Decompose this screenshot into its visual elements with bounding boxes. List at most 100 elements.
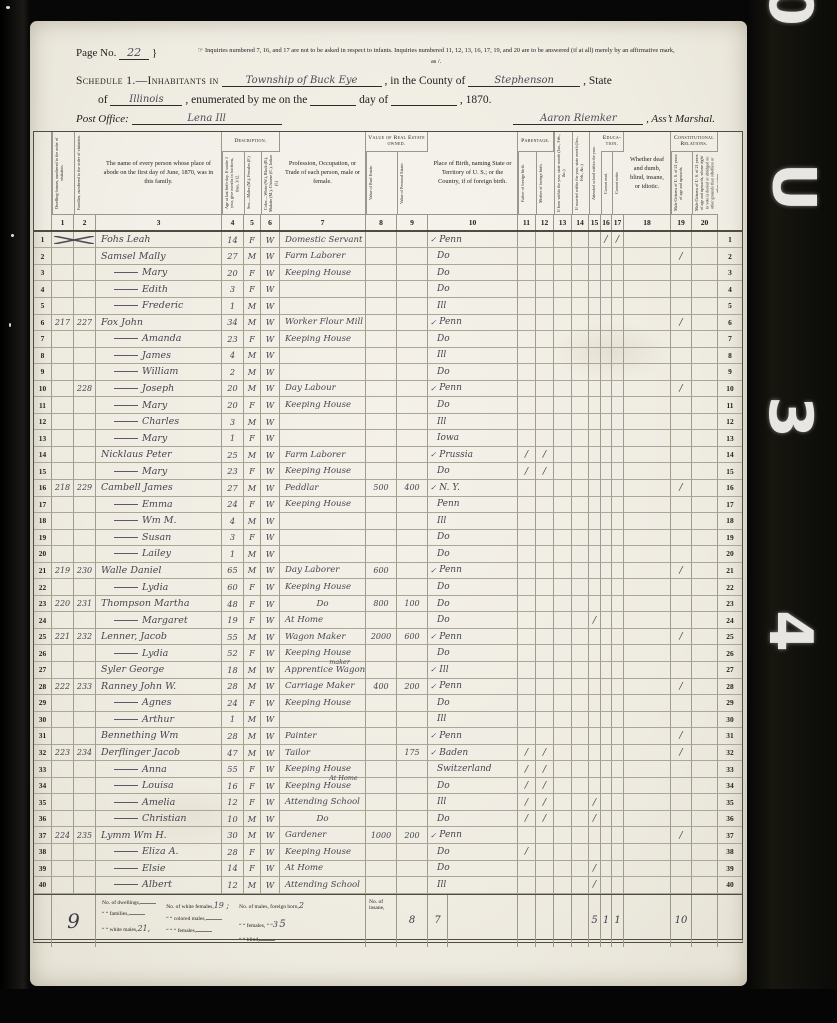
cell-attended-school [589, 380, 601, 398]
cell-real-estate-value: 800 [366, 595, 397, 613]
summary-label: No. of dwellings, [102, 899, 141, 906]
row-number-left: 13 [34, 430, 52, 447]
cell-vote-denied [692, 810, 718, 828]
cell-mother-foreign [536, 529, 554, 547]
cell-age: 23 [222, 331, 244, 348]
cell-name: Margaret [96, 612, 222, 629]
cell-personal-estate-value: 200 [397, 678, 428, 696]
cell-attended-school [589, 281, 601, 298]
cell-occupation [280, 546, 366, 563]
cell-color: W [261, 413, 280, 431]
cell-vote-denied [692, 645, 718, 662]
ditto-dash [114, 520, 138, 522]
column-header-1: Dwelling-houses, numbered in the order o… [52, 131, 74, 214]
cell-born-month [554, 877, 572, 894]
name-text: Amanda [142, 333, 182, 345]
cell-family-number [74, 860, 96, 878]
cell-male-citizen [671, 860, 692, 878]
column-number-9: 9 [397, 213, 428, 230]
cell-vote-denied [692, 628, 718, 646]
cell-mother-foreign [536, 678, 554, 696]
row-number-left: 25 [34, 628, 52, 646]
cell-sex: F [244, 794, 261, 811]
cell-sex: M [244, 364, 261, 381]
footer-cell [624, 894, 671, 947]
cell-married-month [572, 463, 589, 480]
film-right-margin: 0 U 3 4 [745, 0, 837, 1023]
cell-attended-school [589, 628, 601, 646]
row-number-left: 14 [34, 446, 52, 464]
summary-blank [140, 902, 157, 904]
tally-male-citizens: 10 [671, 894, 692, 947]
cell-married-month [572, 877, 589, 894]
cell-male-citizen [671, 645, 692, 662]
cell-name: Lailey [96, 546, 222, 563]
schedule-title: Schedule 1.—Inhabitants in [76, 74, 219, 87]
cell-real-estate-value [366, 728, 397, 745]
cell-cannot-write [612, 744, 624, 762]
cell-mother-foreign: / [536, 810, 554, 828]
cell-vote-denied [692, 446, 718, 464]
cell-name: Joseph [96, 380, 222, 398]
footer-summary-text: No. of dwellings, “ “ families, “ “ whit… [96, 894, 366, 947]
cell-cannot-read [601, 562, 612, 580]
cell-born-month [554, 844, 572, 861]
cell-name: Arthur [96, 711, 222, 729]
cell-attended-school [589, 645, 601, 662]
cell-vote-denied [692, 761, 718, 778]
cell-age: 4 [222, 513, 244, 530]
cell-born-month [554, 695, 572, 712]
cell-father-foreign [518, 264, 536, 282]
cell-male-citizen [671, 695, 692, 712]
cell-father-foreign [518, 331, 536, 348]
row-number-right: 23 [718, 596, 742, 613]
cell-sex: M [244, 248, 261, 265]
cell-deaf-dumb-blind [624, 546, 671, 563]
cell-age: 28 [222, 728, 244, 745]
cell-vote-denied [692, 877, 718, 894]
cell-birthplace: Ill [428, 877, 518, 894]
name-text: Nicklaus Peter [101, 449, 172, 461]
cell-born-month [554, 248, 572, 265]
cell-name: Christian [96, 810, 222, 828]
name-text: Frederic [142, 300, 184, 312]
column-header-10: Place of Birth, naming State or Territor… [428, 131, 518, 214]
cell-attended-school: / [589, 860, 601, 878]
cell-real-estate-value: 600 [366, 562, 397, 580]
cell-color: W [261, 711, 280, 729]
cell-vote-denied [692, 678, 718, 696]
cell-personal-estate-value [397, 413, 428, 431]
occupation-note: maker [329, 658, 350, 666]
check-mark: ✓ [430, 830, 437, 840]
cell-dwelling-number [52, 529, 74, 547]
table-summary-footer: 9 No. of dwellings, “ “ families, “ “ wh… [33, 893, 743, 947]
cell-mother-foreign [536, 479, 554, 497]
cell-deaf-dumb-blind [624, 744, 671, 762]
cell-male-citizen: / [671, 628, 692, 646]
birthplace-text: Ill [437, 300, 447, 311]
cell-real-estate-value [366, 744, 397, 762]
birthplace-text: Ill [437, 797, 447, 808]
cell-color: W [261, 397, 280, 414]
cell-color: W [261, 777, 280, 795]
name-text: Mary [142, 432, 168, 444]
cell-color: W [261, 331, 280, 348]
cell-name: Agnes [96, 695, 222, 712]
check-mark: ✓ [430, 483, 437, 493]
row-number-right: 33 [718, 761, 742, 778]
cell-male-citizen [671, 463, 692, 480]
cell-male-citizen: / [671, 248, 692, 265]
cell-deaf-dumb-blind [624, 513, 671, 530]
cell-age: 24 [222, 695, 244, 712]
name-text: Agnes [142, 697, 172, 709]
cell-married-month [572, 281, 589, 298]
cell-attended-school [589, 711, 601, 729]
cell-real-estate-value [366, 662, 397, 679]
cell-family-number [74, 446, 96, 464]
cell-family-number [74, 546, 96, 563]
cell-vote-denied [692, 695, 718, 712]
cell-birthplace: Do [428, 810, 518, 828]
row-number-left: 8 [34, 347, 52, 365]
cell-name: Fox John [96, 314, 222, 332]
cell-cannot-read [601, 463, 612, 480]
